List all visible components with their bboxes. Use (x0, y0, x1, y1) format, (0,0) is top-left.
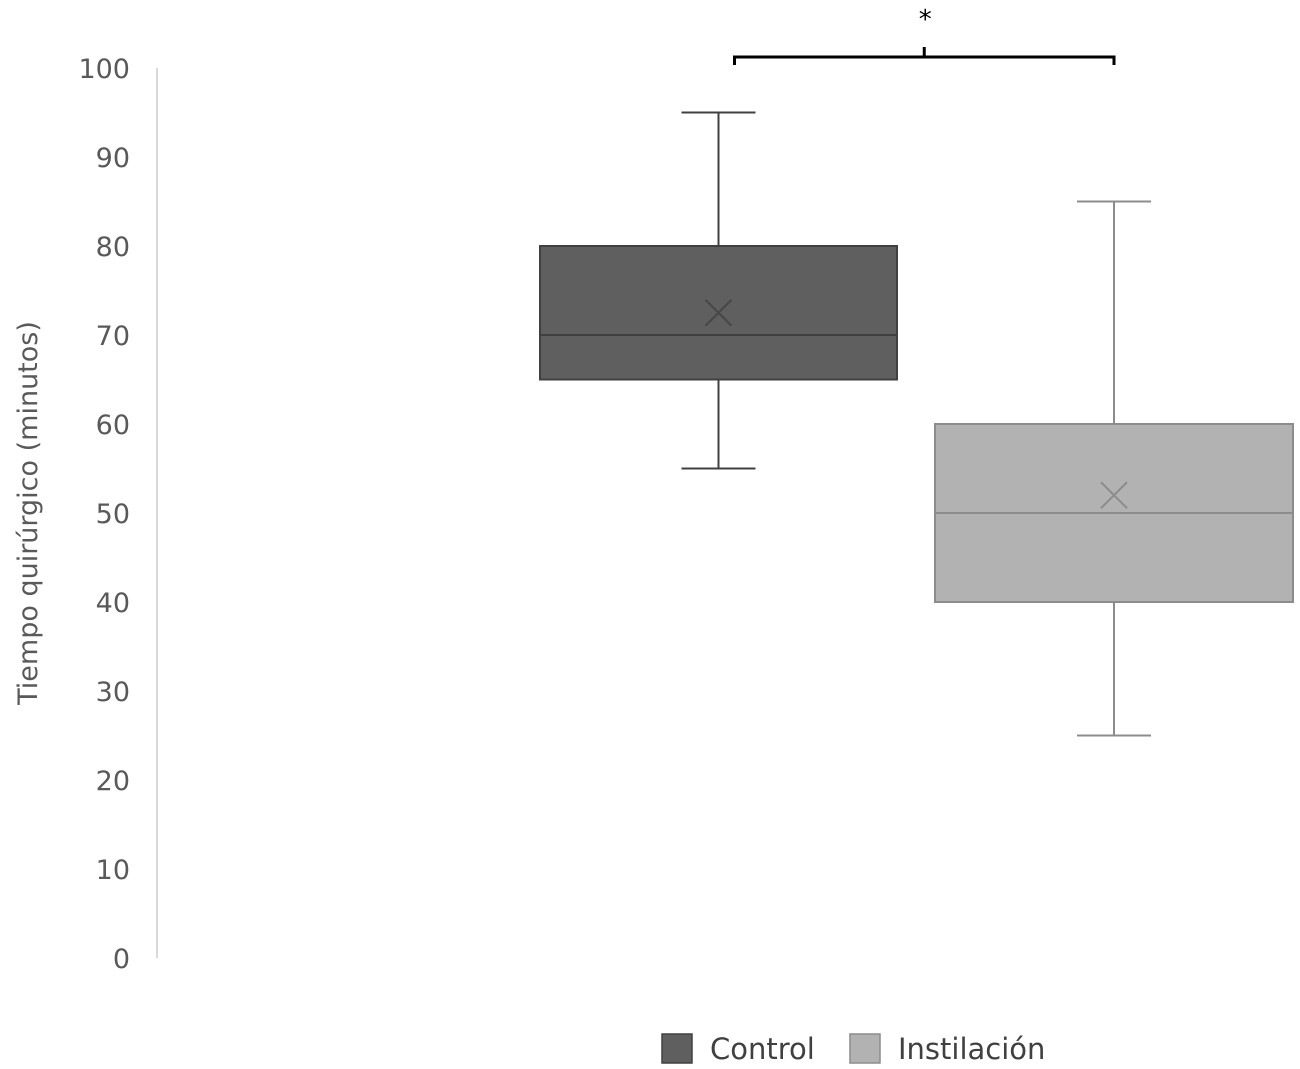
y-tick-label: 30 (96, 677, 130, 708)
y-tick-label: 40 (96, 588, 130, 619)
mean-marker (1100, 481, 1128, 509)
legend: Control Instilación (661, 1032, 1045, 1066)
y-tick-label: 10 (96, 855, 130, 886)
significance-bracket (733, 55, 1116, 65)
box-control (539, 111, 898, 470)
significance-annotation: * (733, 5, 1116, 65)
y-tick-label: 60 (96, 410, 130, 441)
legend-label: Control (710, 1032, 815, 1066)
legend-swatch (661, 1033, 693, 1064)
y-tick-label: 20 (96, 766, 130, 797)
y-tick-label: 90 (96, 143, 130, 174)
y-tick-label: 70 (96, 321, 130, 352)
y-axis: 0 10 20 30 40 50 60 70 80 90 100 Tiempo quirúrgico … (13, 54, 158, 975)
mean-marker (704, 299, 733, 327)
box-series (539, 111, 1294, 737)
box-instilacion (934, 200, 1294, 737)
legend-swatch (849, 1033, 881, 1064)
y-tick-label: 50 (96, 499, 130, 530)
y-tick-label: 80 (96, 232, 130, 263)
significance-label: * (919, 5, 932, 35)
y-axis-title: Tiempo quirúrgico (minutos) (13, 321, 44, 706)
legend-label: Instilación (898, 1032, 1045, 1066)
y-tick-label: 0 (113, 944, 130, 975)
y-tick-label: 100 (78, 54, 130, 85)
